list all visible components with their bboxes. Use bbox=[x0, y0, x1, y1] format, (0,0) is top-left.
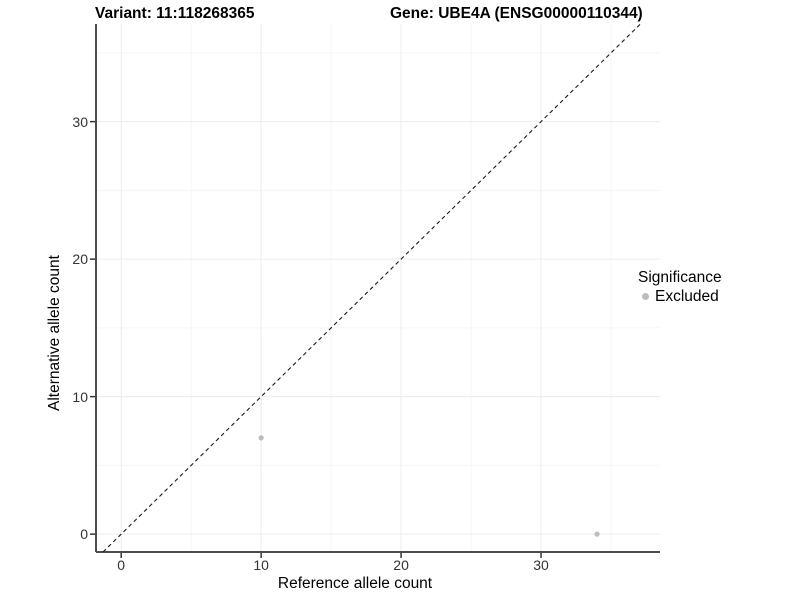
y-tick-label: 0 bbox=[80, 526, 88, 543]
legend-point-icon bbox=[642, 293, 649, 300]
variant-title: Variant: 11:118268365 bbox=[95, 5, 255, 22]
y-tick-label: 10 bbox=[72, 388, 88, 405]
x-tick-label: 0 bbox=[117, 557, 126, 573]
x-tick-label: 30 bbox=[533, 557, 549, 573]
identity-line bbox=[102, 23, 641, 553]
data-point bbox=[594, 531, 600, 537]
legend-item-label: Excluded bbox=[655, 288, 719, 305]
legend-title: Significance bbox=[638, 269, 722, 286]
gene-title: Gene: UBE4A (ENSG00000110344) bbox=[390, 5, 643, 22]
x-tick-label: 10 bbox=[253, 557, 269, 573]
data-point bbox=[258, 435, 264, 441]
x-axis-title: Reference allele count bbox=[277, 575, 433, 592]
y-axis-title: Alternative allele count bbox=[46, 255, 63, 411]
x-tick-label: 20 bbox=[393, 557, 409, 573]
y-tick-label: 30 bbox=[72, 113, 88, 130]
legend-item-excluded: Excluded bbox=[638, 287, 722, 306]
legend: Significance Excluded bbox=[638, 268, 722, 306]
y-tick-label: 20 bbox=[72, 251, 88, 268]
